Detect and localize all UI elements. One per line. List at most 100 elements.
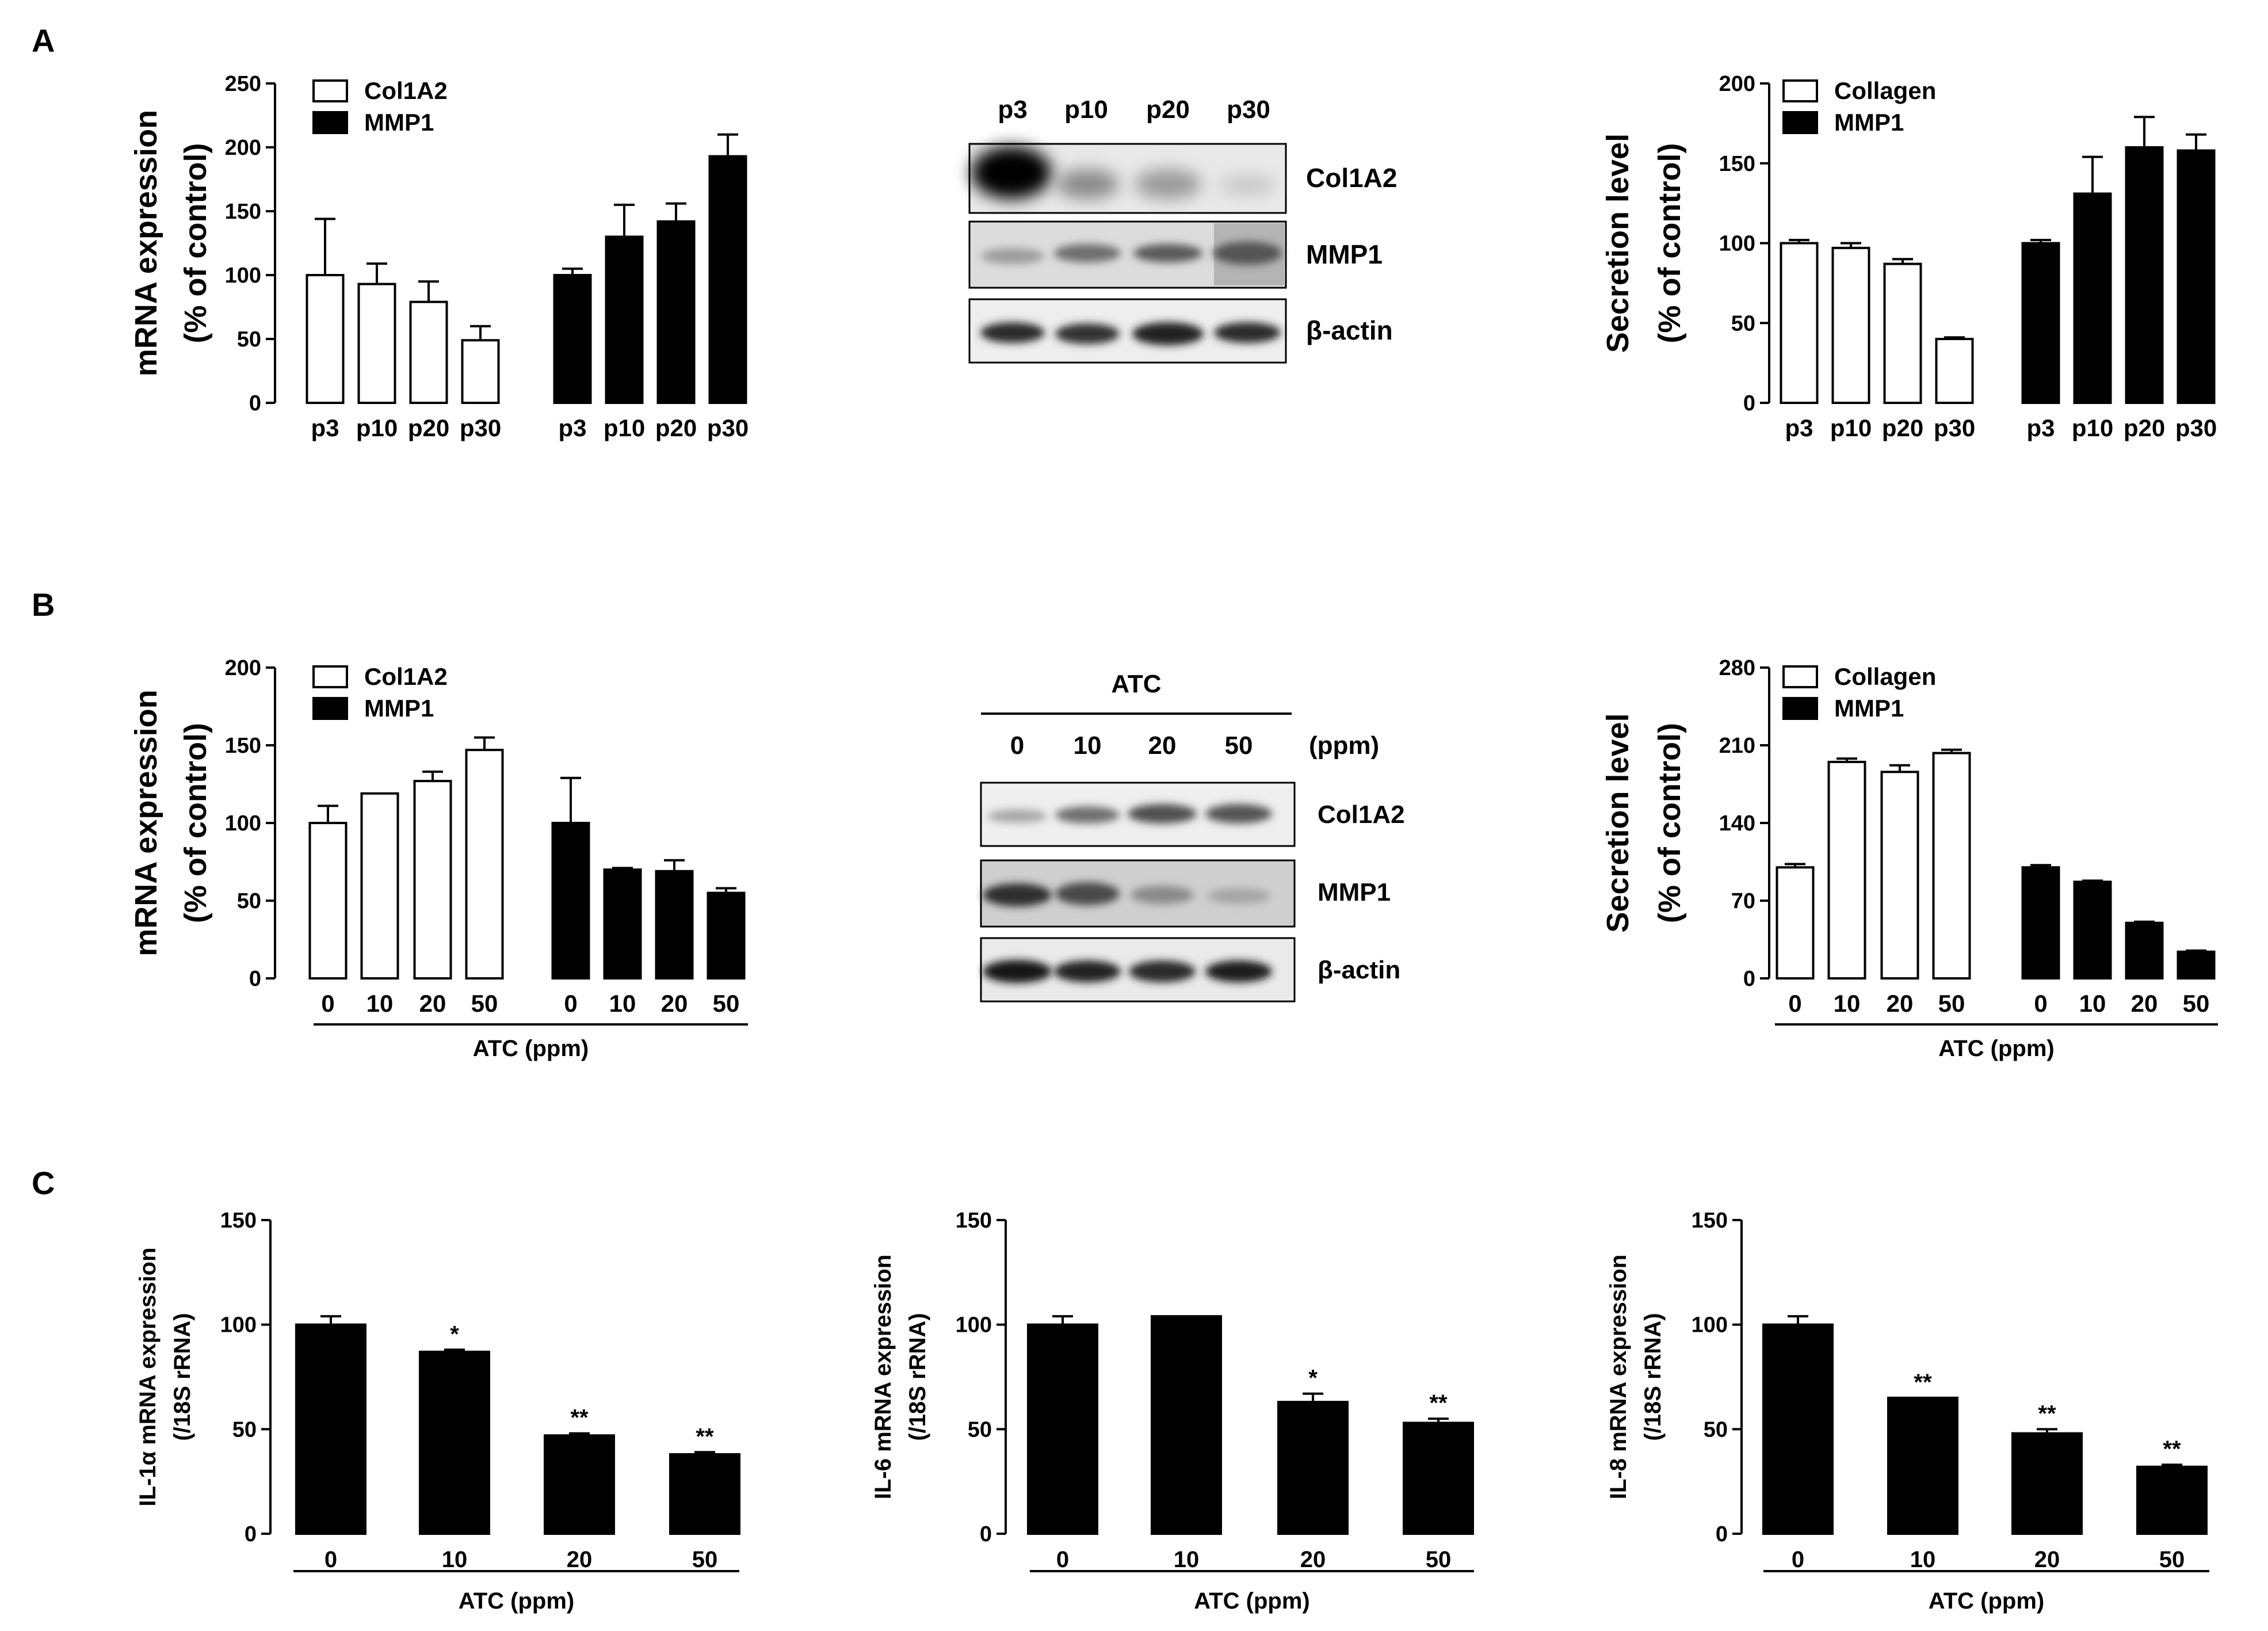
bar	[1932, 752, 1971, 980]
blot-strip-col1a2	[968, 143, 1287, 214]
x-tick-label: 50	[1938, 990, 1965, 1017]
x-tick-label: 0	[321, 990, 334, 1017]
x-tick-label: 0	[1788, 990, 1801, 1017]
lane-label: p10	[1064, 96, 1108, 124]
bar	[1780, 242, 1819, 404]
x-tick-label: 0	[2034, 990, 2047, 1017]
significance-marker: *	[1308, 1366, 1318, 1391]
x-tick-label: 20	[661, 990, 688, 1017]
legend-label: Collagen	[1834, 77, 1936, 104]
y-tick-label: 0	[249, 967, 261, 991]
bar	[1887, 1396, 1958, 1535]
y-tick-label: 0	[249, 391, 261, 416]
x-tick-label: 20	[2131, 990, 2158, 1017]
x-tick-label: 10	[609, 990, 636, 1017]
y-tick-label: 150	[220, 1209, 257, 1233]
y-axis-label-unit: (% of control)	[1652, 723, 1687, 923]
bar	[1827, 760, 1866, 980]
x-axis-label: ATC (ppm)	[1929, 1588, 2044, 1614]
y-tick-label: 150	[225, 734, 261, 758]
chart-b-secretion: 0 70 140 210 280 Secretion level (% of control…	[1601, 656, 2218, 1061]
bar	[2125, 921, 2164, 980]
y-axis-label: Secretion level	[1601, 134, 1635, 353]
x-tick-label: p10	[356, 414, 398, 441]
legend-swatch	[312, 665, 348, 688]
x-tick-label: p20	[2124, 414, 2165, 441]
bar	[461, 339, 500, 404]
y-tick-label: 100	[1692, 1313, 1728, 1337]
bar	[707, 891, 746, 980]
y-tick-label: 200	[225, 656, 261, 680]
x-tick-label: p3	[2026, 414, 2055, 441]
y-tick-label: 50	[232, 1417, 257, 1442]
bar	[1027, 1323, 1098, 1535]
y-tick-label: 200	[225, 136, 261, 160]
bar	[306, 274, 345, 404]
band-label: Col1A2	[1318, 801, 1405, 829]
x-tick-label: p3	[1785, 414, 1813, 441]
band-label: MMP1	[1318, 878, 1391, 906]
x-tick-label: 0	[324, 1547, 337, 1572]
y-tick-label: 100	[1719, 232, 1755, 256]
significance-marker: **	[2163, 1436, 2181, 1462]
y-tick-label: 50	[237, 889, 261, 913]
blot-strip-col1a2	[980, 782, 1296, 847]
x-tick-label: 0	[564, 990, 577, 1017]
legend-swatch	[1782, 697, 1818, 720]
y-tick-label: 150	[1719, 152, 1755, 176]
band-label: MMP1	[1306, 239, 1383, 269]
legend-swatch	[1782, 79, 1818, 102]
y-tick-label: 50	[1704, 1417, 1728, 1442]
y-axis-label-unit: (% of control)	[178, 143, 213, 344]
bar	[295, 1323, 366, 1535]
legend-swatch	[312, 79, 348, 102]
significance-marker: **	[1914, 1370, 1932, 1395]
bar	[605, 235, 644, 404]
treatment-label: ATC	[1111, 670, 1161, 698]
bar	[1935, 338, 1974, 404]
legend-label: Col1A2	[364, 663, 448, 690]
y-axis-label-unit: (/18S rRNA)	[905, 1313, 930, 1441]
x-tick-label: 20	[567, 1547, 593, 1572]
bar	[656, 220, 696, 404]
y-tick-label: 100	[220, 1313, 257, 1337]
panel-label-b: B	[32, 586, 55, 623]
x-tick-label: 10	[1834, 990, 1861, 1017]
bar	[2125, 146, 2164, 404]
x-tick-label: 0	[1056, 1547, 1069, 1572]
bar	[551, 822, 590, 980]
lane-label: p3	[998, 96, 1027, 124]
legend-label: MMP1	[1834, 695, 1904, 722]
lane-label: p30	[1227, 96, 1270, 124]
legend-swatch	[312, 111, 348, 134]
legend-label: MMP1	[364, 695, 434, 722]
y-axis-label: IL-1α mRNA expression	[135, 1248, 161, 1507]
lane-label: 10	[1074, 731, 1102, 760]
y-tick-label: 50	[1731, 311, 1755, 336]
x-tick-label: 50	[2159, 1547, 2185, 1572]
bar	[413, 780, 452, 980]
bar	[409, 300, 448, 404]
bar	[1151, 1315, 1222, 1535]
x-tick-label: 20	[1887, 990, 1914, 1017]
x-tick-label: 20	[1300, 1547, 1326, 1572]
y-tick-label: 0	[980, 1522, 992, 1546]
x-tick-label: 10	[366, 990, 394, 1017]
x-tick-label: 20	[419, 990, 446, 1017]
western-blot-a: p3 p10 p20 p30 Col1A2 MMP1	[968, 96, 1397, 364]
legend-swatch	[1782, 111, 1818, 134]
western-blot-b: ATC 0 10 20 50 (ppm) Col1A2 MMP1	[980, 670, 1405, 1003]
x-tick-label: 10	[442, 1547, 468, 1572]
y-axis-label: IL-6 mRNA expression	[870, 1255, 896, 1499]
legend-label: Col1A2	[364, 77, 448, 104]
y-tick-label: 0	[1716, 1522, 1728, 1546]
bar	[2177, 149, 2216, 404]
bar	[1831, 246, 1870, 404]
significance-marker: *	[450, 1321, 459, 1347]
bar	[553, 274, 592, 404]
legend-swatch	[1782, 665, 1818, 688]
x-tick-label: p20	[1882, 414, 1923, 441]
